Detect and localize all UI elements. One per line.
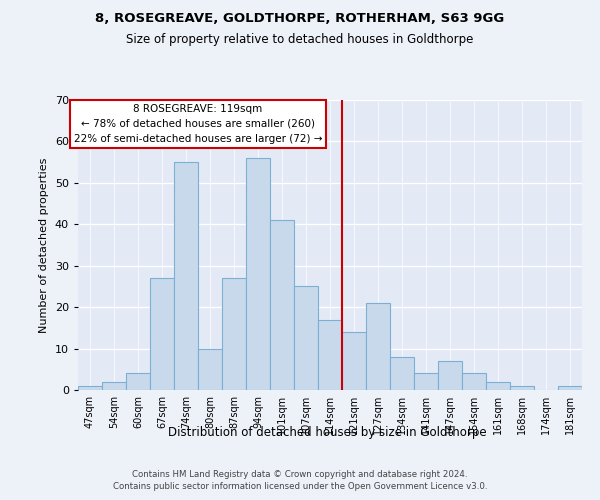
Bar <box>246 158 270 390</box>
Text: Contains HM Land Registry data © Crown copyright and database right 2024.: Contains HM Land Registry data © Crown c… <box>132 470 468 479</box>
Bar <box>462 374 486 390</box>
Text: Contains public sector information licensed under the Open Government Licence v3: Contains public sector information licen… <box>113 482 487 491</box>
Bar <box>198 348 222 390</box>
Bar <box>390 357 414 390</box>
Bar <box>78 386 102 390</box>
Bar <box>486 382 510 390</box>
Text: Size of property relative to detached houses in Goldthorpe: Size of property relative to detached ho… <box>127 32 473 46</box>
Text: Distribution of detached houses by size in Goldthorpe: Distribution of detached houses by size … <box>167 426 487 439</box>
Bar <box>174 162 198 390</box>
Bar <box>222 278 246 390</box>
Bar <box>270 220 294 390</box>
Bar <box>438 361 462 390</box>
Bar <box>558 386 582 390</box>
Bar <box>294 286 318 390</box>
Bar <box>414 374 438 390</box>
Y-axis label: Number of detached properties: Number of detached properties <box>39 158 49 332</box>
Bar <box>318 320 342 390</box>
Text: 8, ROSEGREAVE, GOLDTHORPE, ROTHERHAM, S63 9GG: 8, ROSEGREAVE, GOLDTHORPE, ROTHERHAM, S6… <box>95 12 505 26</box>
Bar <box>342 332 366 390</box>
Bar <box>366 303 390 390</box>
Bar <box>102 382 126 390</box>
Bar <box>126 374 150 390</box>
Text: 8 ROSEGREAVE: 119sqm
← 78% of detached houses are smaller (260)
22% of semi-deta: 8 ROSEGREAVE: 119sqm ← 78% of detached h… <box>74 104 322 144</box>
Bar <box>150 278 174 390</box>
Bar <box>510 386 534 390</box>
